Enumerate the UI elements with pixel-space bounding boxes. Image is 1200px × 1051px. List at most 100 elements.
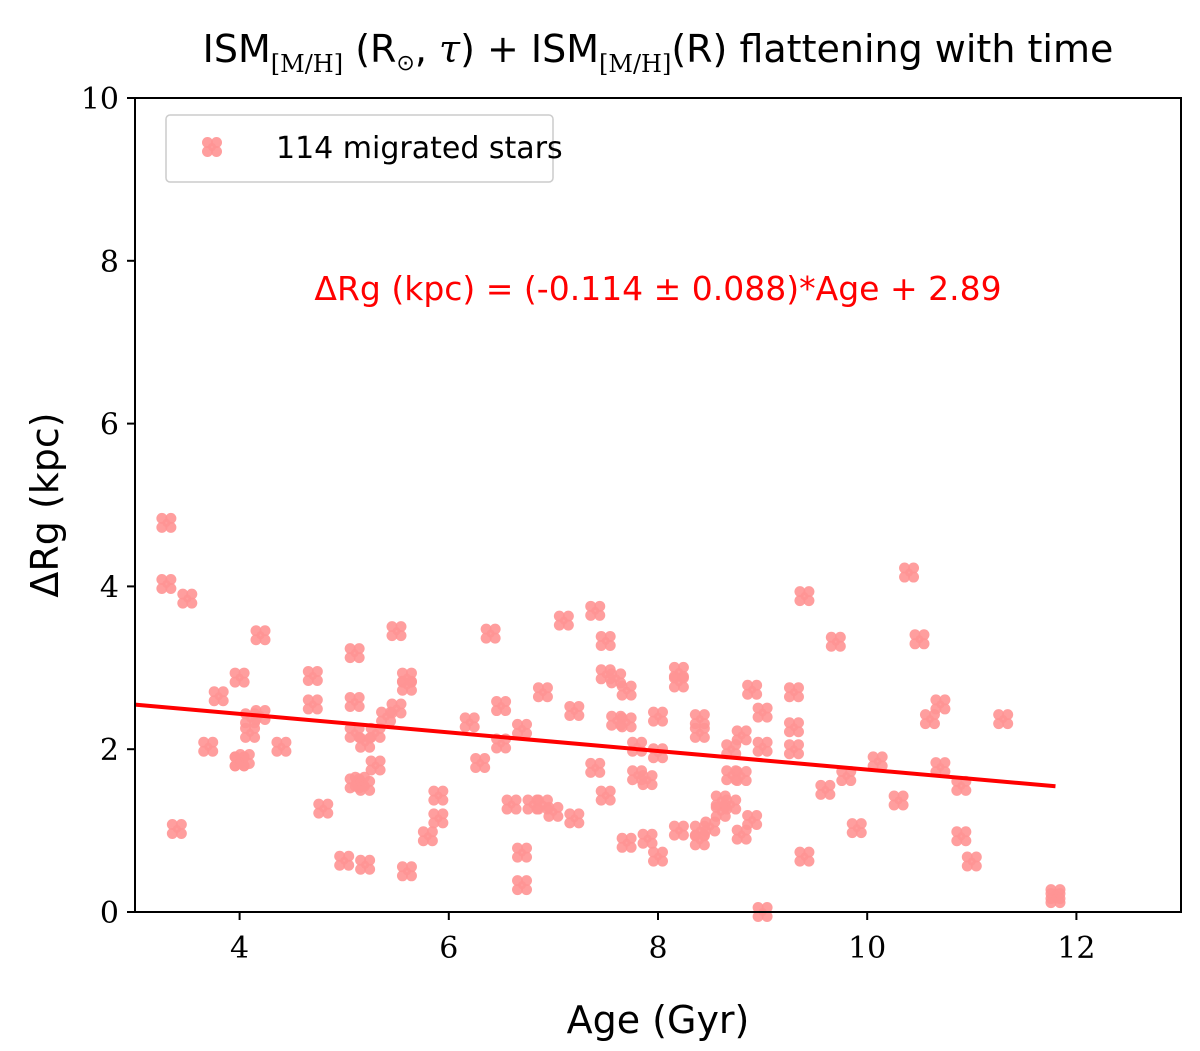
data-point xyxy=(752,736,773,757)
data-point xyxy=(386,621,407,642)
x-tick-label: 12 xyxy=(1057,931,1095,966)
data-point xyxy=(637,770,658,791)
data-point xyxy=(783,717,804,738)
data-point xyxy=(365,755,386,776)
y-tick-label: 10 xyxy=(81,82,119,117)
data-point xyxy=(951,826,972,847)
data-point xyxy=(700,816,721,837)
data-point xyxy=(344,643,365,664)
data-point xyxy=(731,725,752,746)
fit-line-group xyxy=(134,702,1056,789)
data-point xyxy=(334,850,355,871)
plot-frame xyxy=(134,97,1182,913)
data-point xyxy=(501,794,522,815)
data-point xyxy=(417,826,438,847)
data-point xyxy=(825,631,846,652)
data-point xyxy=(543,801,564,822)
legend-marker xyxy=(202,137,222,157)
chart-title: ISM[M/H] (R⊙, τ) + ISM[M/H](R) flattenin… xyxy=(203,27,1114,78)
data-point xyxy=(888,790,909,811)
data-point xyxy=(156,512,177,533)
legend: 114 migrated stars xyxy=(165,114,563,183)
legend-marker-symbol xyxy=(202,137,222,157)
data-point xyxy=(459,712,480,733)
data-point xyxy=(553,610,574,631)
data-point xyxy=(271,736,292,757)
y-tick-label: 2 xyxy=(100,733,119,768)
data-point xyxy=(616,680,637,701)
y-axis: 0 2 4 6 8 10 xyxy=(81,82,135,931)
data-point xyxy=(396,861,417,882)
data-point xyxy=(742,810,763,831)
x-axis: 4 6 8 10 12 xyxy=(230,912,1095,966)
data-point xyxy=(846,818,867,839)
y-tick-label: 4 xyxy=(100,570,119,605)
data-point xyxy=(689,722,710,743)
data-point xyxy=(616,712,637,733)
data-point xyxy=(234,748,255,769)
data-point xyxy=(428,808,449,829)
data-point xyxy=(396,675,417,696)
y-tick-label: 0 xyxy=(100,896,119,931)
x-tick-label: 6 xyxy=(439,931,458,966)
data-point xyxy=(752,902,773,922)
data-point xyxy=(794,586,815,607)
data-point xyxy=(752,702,773,723)
data-point xyxy=(585,757,606,778)
legend-box xyxy=(165,114,554,183)
data-point xyxy=(302,694,323,715)
data-point xyxy=(198,736,219,757)
data-point xyxy=(616,832,637,853)
data-point xyxy=(229,667,250,688)
data-point xyxy=(668,672,689,693)
data-point xyxy=(480,623,501,644)
data-point xyxy=(595,785,616,806)
data-point xyxy=(313,798,334,819)
data-point xyxy=(993,709,1014,730)
x-tick-label: 4 xyxy=(230,931,249,966)
data-point xyxy=(512,842,533,863)
fit-equation-annotation: ΔRg (kpc) = (-0.114 ± 0.088)*Age + 2.89 xyxy=(314,269,1001,308)
data-point xyxy=(794,846,815,867)
data-point xyxy=(731,766,752,787)
fit-line xyxy=(134,702,1056,789)
data-point xyxy=(177,588,198,609)
data-point xyxy=(512,718,533,739)
data-points xyxy=(156,512,1066,922)
data-point xyxy=(240,722,261,743)
data-point xyxy=(961,851,982,872)
data-point xyxy=(344,691,365,712)
data-point xyxy=(564,808,585,829)
data-point xyxy=(783,682,804,703)
data-point xyxy=(166,818,187,839)
data-point xyxy=(648,706,668,727)
data-point xyxy=(355,854,376,875)
data-point xyxy=(1045,888,1066,909)
data-point xyxy=(564,700,585,721)
legend-label: 114 migrated stars xyxy=(276,131,563,166)
x-tick-label: 8 xyxy=(648,931,667,966)
data-point xyxy=(386,698,407,719)
data-point xyxy=(909,629,930,650)
data-point xyxy=(721,794,742,815)
data-point xyxy=(428,785,449,806)
data-point xyxy=(302,665,323,686)
data-point xyxy=(783,739,804,760)
data-point xyxy=(491,696,512,717)
data-point xyxy=(349,771,370,792)
y-tick-label: 8 xyxy=(100,245,119,280)
data-point xyxy=(156,573,177,594)
data-point xyxy=(595,630,616,651)
data-point xyxy=(899,562,920,583)
x-axis-label: Age (Gyr) xyxy=(567,998,750,1042)
data-point xyxy=(648,846,668,867)
data-point xyxy=(532,682,553,703)
y-tick-label: 6 xyxy=(100,408,119,443)
data-point xyxy=(470,753,491,774)
data-point xyxy=(668,820,689,841)
y-axis-label: ΔRg (kpc) xyxy=(23,412,67,597)
data-point xyxy=(208,686,229,707)
x-tick-label: 10 xyxy=(848,931,886,966)
data-point xyxy=(815,779,836,800)
